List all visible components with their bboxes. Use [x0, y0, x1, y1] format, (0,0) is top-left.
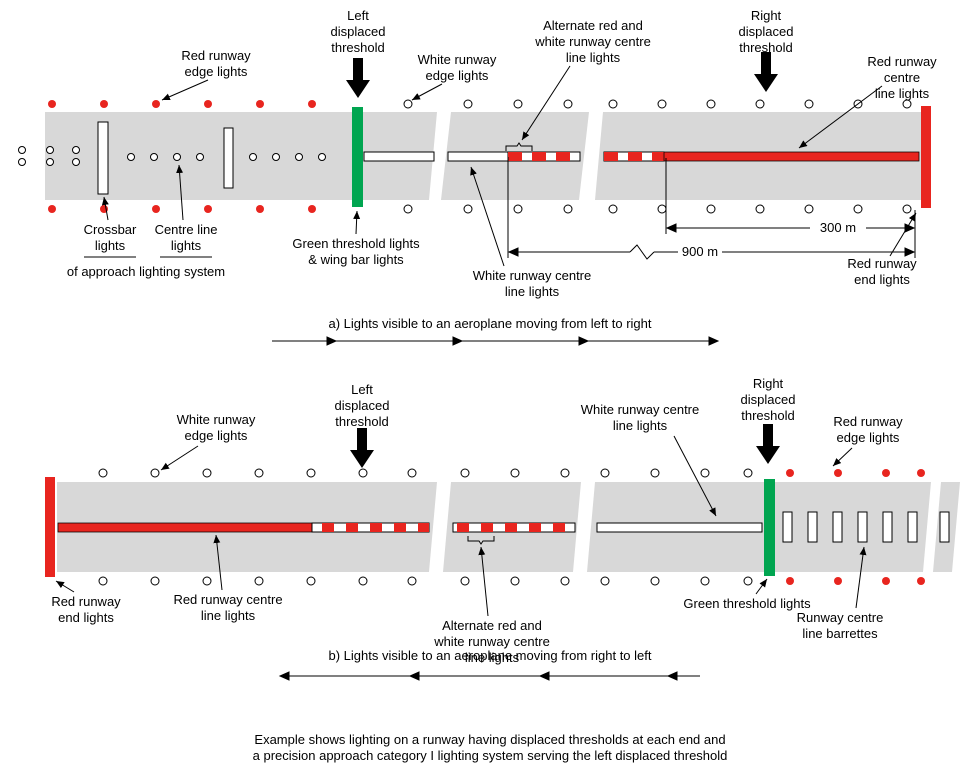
label-white-edge-lights-b: White runway edge lights [176, 412, 256, 443]
label-left-threshold-a: Left displaced threshold [330, 8, 386, 55]
label-red-centreline-b: Red runway centre line lights [173, 592, 283, 623]
red-end-bar-b [45, 477, 55, 577]
right-displaced-threshold-arrow-b [756, 424, 780, 464]
label-green-threshold-a: Green threshold lights & wing bar lights [292, 236, 420, 267]
white-edge-lights-b [98, 468, 753, 586]
centre-line-light-circles-a [127, 153, 326, 161]
white-edge-lights-a [403, 99, 912, 214]
label-centreline-barrettes-b: Runway centre line barrettes [796, 610, 884, 641]
white-centreline-b [596, 522, 763, 533]
direction-arrow-a [272, 336, 720, 346]
right-displaced-threshold-arrow-a [754, 52, 778, 92]
figure-footer-note: Example shows lighting on a runway havin… [252, 732, 728, 763]
label-red-edge-lights-a: Red runway edge lights [181, 48, 251, 79]
left-displaced-threshold-arrow-a [346, 58, 370, 98]
alternating-centreline-b [311, 522, 576, 533]
dimension-label-900m: 900 m [681, 244, 719, 259]
label-red-centreline-a: Red runway centre line lights [867, 54, 937, 101]
leader-lines-a [84, 65, 917, 267]
label-red-end-lights-b: Red runway end lights [51, 594, 121, 625]
dimension-900m [507, 157, 916, 260]
centreline-barrettes-b [782, 511, 950, 543]
red-centreline-b [57, 522, 313, 533]
label-crossbar-lights-a: Crossbar lights [83, 222, 137, 253]
green-threshold-bar-b [764, 479, 775, 576]
label-white-edge-lights-a: White runway edge lights [417, 52, 497, 83]
label-right-threshold-a: Right displaced threshold [738, 8, 794, 55]
red-centreline-a [663, 151, 920, 162]
caption-b: b) Lights visible to an aeroplane moving… [328, 648, 652, 663]
alternating-centreline-a [507, 151, 665, 162]
label-alternate-centreline-a: Alternate red and white runway centre li… [535, 18, 651, 65]
runway-a-surface [45, 112, 921, 200]
direction-arrow-b [278, 671, 700, 681]
red-edge-lights-a [48, 100, 316, 213]
red-edge-lights-b [786, 469, 925, 585]
label-white-centreline-a: White runway centre line lights [472, 268, 592, 299]
red-end-bar-a [921, 106, 931, 208]
brace-alternate-b [467, 536, 495, 545]
label-left-threshold-b: Left displaced threshold [334, 382, 390, 429]
label-white-centreline-b: White runway centre line lights [580, 402, 700, 433]
caption-a: a) Lights visible to an aeroplane moving… [328, 316, 652, 331]
crossbar-lights-a [97, 121, 234, 195]
white-centreline-a [363, 151, 509, 162]
left-displaced-threshold-arrow-b [350, 428, 374, 468]
leader-lines-b [55, 435, 867, 617]
label-green-threshold-b: Green threshold lights [683, 596, 811, 611]
label-right-threshold-b: Right displaced threshold [740, 376, 796, 423]
dimension-label-300m: 300 m [819, 220, 857, 235]
label-alternate-centreline-b: Alternate red and white runway centre li… [434, 618, 550, 665]
label-centre-line-lights-a: Centre line lights [154, 222, 218, 253]
label-red-edge-lights-b: Red runway edge lights [833, 414, 903, 445]
brace-alternate-a [505, 142, 533, 151]
approach-light-circles-a [18, 146, 80, 166]
green-threshold-bar-a [352, 107, 363, 207]
label-red-end-lights-a: Red runway end lights [847, 256, 917, 287]
label-approach-system-a: of approach lighting system [66, 264, 226, 279]
